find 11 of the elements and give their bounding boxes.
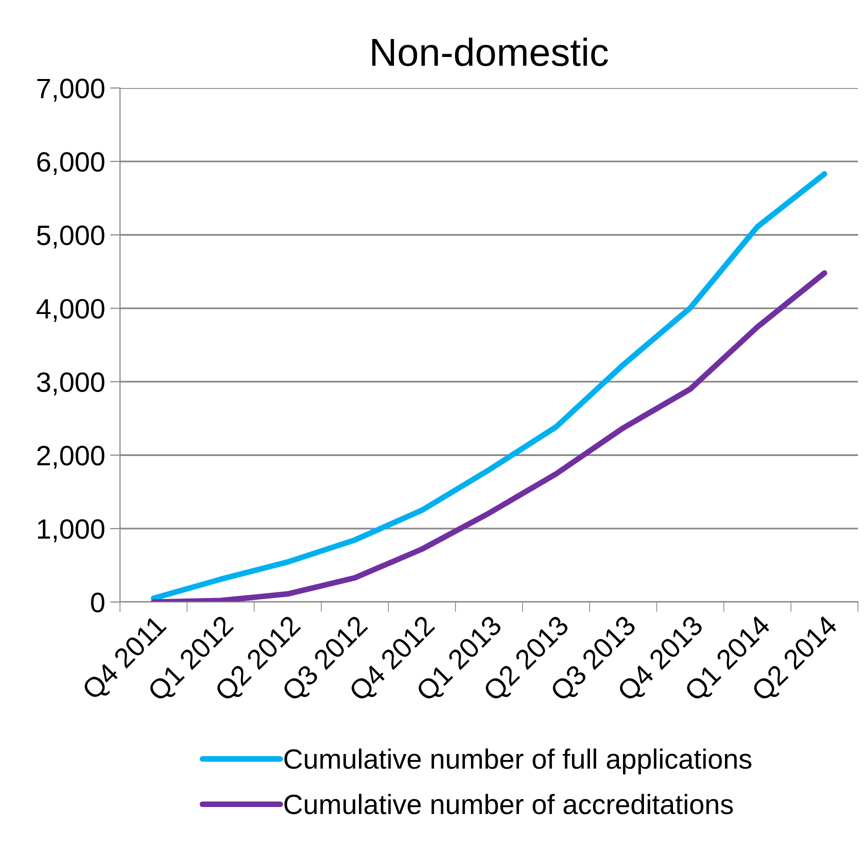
y-tick-label: 4,000	[36, 298, 104, 322]
chart-title: Non-domestic	[372, 38, 608, 66]
y-tick-label: 3,000	[36, 372, 104, 396]
y-tick-label: 6,000	[37, 152, 104, 176]
y-tick-label: 2,000	[37, 446, 104, 469]
y-tick-label: 7,000	[37, 78, 104, 102]
y-tick-label: 5,000	[37, 226, 104, 248]
legend-label: Cumulative number of accreditations	[284, 794, 733, 814]
y-tick-label: 0	[91, 592, 104, 612]
legend-label: Cumulative number of full applications	[284, 748, 752, 774]
y-tick-label: 1,000	[38, 519, 104, 542]
